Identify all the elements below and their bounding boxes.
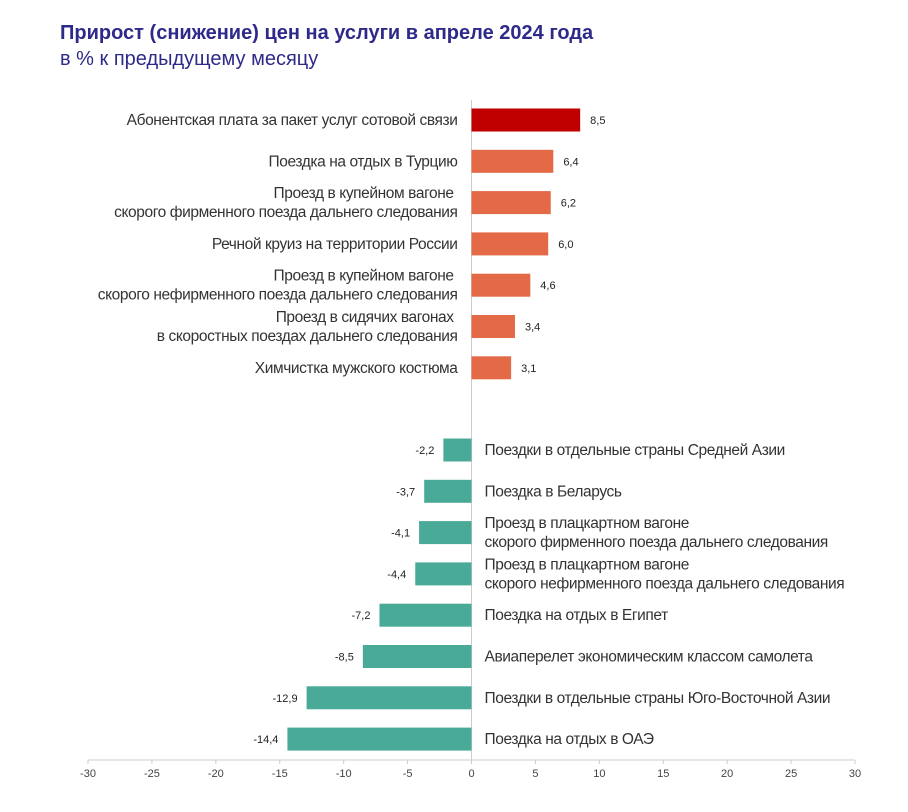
- x-tick-label: 0: [468, 768, 474, 780]
- category-label-line: Абонентская плата за пакет услуг сотовой…: [127, 112, 458, 129]
- category-label: Проезд в сидячих вагонах в скоростных по…: [157, 309, 458, 345]
- category-label-line: Проезд в купейном вагоне: [274, 185, 458, 202]
- category-label: Проезд в купейном вагоне скорого фирменн…: [114, 185, 457, 221]
- category-label-line: Проезд в плацкартном вагоне: [485, 556, 690, 573]
- bar: [443, 438, 472, 462]
- x-tick-label: 15: [657, 768, 669, 780]
- value-label: -3,7: [396, 486, 415, 498]
- bar: [287, 727, 472, 751]
- category-label-line: Поездка на отдых в Турцию: [269, 153, 458, 170]
- x-tick-label: 20: [721, 768, 733, 780]
- bar: [415, 562, 472, 586]
- chart-subtitle: в % к предыдущему месяцу: [60, 48, 319, 70]
- bar: [471, 191, 551, 215]
- category-label: Проезд в плацкартном вагоне скорого нефир…: [485, 556, 845, 592]
- value-label: -8,5: [335, 652, 354, 664]
- bar: [471, 108, 581, 132]
- category-label: Поездка на отдых в Египет: [485, 607, 669, 624]
- bar: [362, 645, 472, 668]
- category-label: Проезд в плацкартном вагоне скорого фирме…: [485, 515, 828, 551]
- bar: [471, 356, 512, 380]
- category-label-line: Поездки в отдельные страны Средней Азии: [485, 442, 785, 459]
- bars-layer: [287, 108, 581, 751]
- x-tick-label: 10: [593, 768, 605, 780]
- category-label-line: Проезд в сидячих вагонах: [276, 309, 458, 326]
- x-tick-label: -30: [80, 768, 96, 780]
- category-label: Проезд в купейном вагоне скорого нефирме…: [98, 268, 458, 304]
- category-label: Авиаперелет экономическим классом самоле…: [485, 649, 814, 666]
- x-tick-label: 30: [849, 768, 861, 780]
- category-label: Поездка на отдых в ОАЭ: [485, 731, 654, 748]
- category-label-line: Химчистка мужского костюма: [255, 360, 459, 377]
- category-label: Абонентская плата за пакет услуг сотовой…: [127, 112, 458, 129]
- category-label: Химчистка мужского костюма: [255, 360, 459, 377]
- category-label-line: скорого фирменного поезда дальнего следо…: [485, 534, 828, 551]
- x-tick-label: 5: [532, 768, 538, 780]
- bar: [471, 232, 549, 256]
- category-label-line: Поездка на отдых в Египет: [485, 607, 669, 624]
- category-label: Поездка на отдых в Турцию: [269, 153, 458, 170]
- value-label: -12,9: [273, 693, 298, 705]
- category-label: Поездка в Беларусь: [485, 483, 622, 500]
- bar: [471, 149, 554, 173]
- x-tick-label: -15: [272, 768, 288, 780]
- category-label-line: Проезд в плацкартном вагоне: [485, 515, 690, 532]
- value-label: -14,4: [253, 734, 278, 746]
- chart-title: Прирост (снижение) цен на услуги в апрел…: [60, 22, 594, 44]
- category-label-line: Авиаперелет экономическим классом самоле…: [485, 649, 814, 666]
- value-label: 6,4: [563, 156, 578, 168]
- category-label-line: скорого нефирменного поезда дальнего сле…: [485, 575, 845, 592]
- x-tick-label: -5: [403, 768, 413, 780]
- value-label: -4,1: [391, 528, 410, 540]
- bar: [471, 273, 531, 297]
- x-tick-label: -25: [144, 768, 160, 780]
- x-tick-label: -10: [336, 768, 352, 780]
- value-label: 6,0: [558, 239, 573, 251]
- bar: [419, 521, 472, 545]
- value-label: -2,2: [415, 445, 434, 457]
- x-tick-label: 25: [785, 768, 797, 780]
- category-label-line: Проезд в купейном вагоне: [274, 268, 458, 285]
- value-label: -4,4: [387, 569, 406, 581]
- value-label: 8,5: [590, 115, 605, 127]
- value-label: 3,4: [525, 322, 540, 334]
- value-label: 4,6: [540, 280, 555, 292]
- category-label-line: Поездка на отдых в ОАЭ: [485, 731, 654, 748]
- category-label-line: скорого фирменного поезда дальнего следо…: [114, 204, 457, 221]
- category-label-line: скорого нефирменного поезда дальнего сле…: [98, 287, 458, 304]
- value-label: 3,1: [521, 363, 536, 375]
- bar: [379, 603, 472, 627]
- category-label-line: Речной круиз на территории России: [212, 236, 458, 253]
- bar: [306, 686, 472, 710]
- category-label: Поездки в отдельные страны Средней Азии: [485, 442, 785, 459]
- category-label: Поездки в отдельные страны Юго-Восточной…: [485, 690, 831, 707]
- x-tick-label: -20: [208, 768, 224, 780]
- value-label: 6,2: [561, 198, 576, 210]
- labels-layer: 8,5 Абонентская плата за пакет услуг сото…: [98, 112, 845, 748]
- category-label: Речной круиз на территории России: [212, 236, 458, 253]
- category-label-line: Поездка в Беларусь: [485, 483, 622, 500]
- bar: [424, 479, 472, 503]
- category-label-line: Поездки в отдельные страны Юго-Восточной…: [485, 690, 831, 707]
- bar: [471, 315, 515, 338]
- category-label-line: в скоростных поездах дальнего следования: [157, 328, 458, 345]
- value-label: -7,2: [351, 610, 370, 622]
